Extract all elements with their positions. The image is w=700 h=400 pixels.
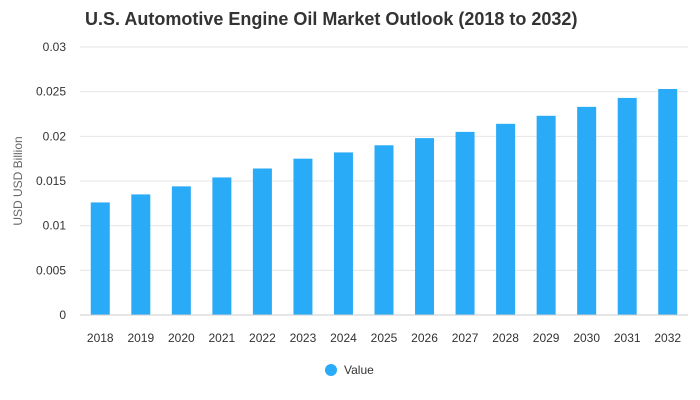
bar-2029[interactable] xyxy=(536,115,556,315)
x-tick-label: 2031 xyxy=(614,331,641,345)
x-tick-label: 2022 xyxy=(249,331,276,345)
x-axis-ticks: 2018 2019 2020 2021 2022 2023 2024 2025 2026 2027… xyxy=(87,331,681,345)
x-tick-label: 2025 xyxy=(371,331,398,345)
bar-2021[interactable] xyxy=(212,177,232,315)
y-tick-label: 0 xyxy=(59,308,66,322)
x-tick-label: 2029 xyxy=(533,331,560,345)
x-tick-label: 2032 xyxy=(654,331,681,345)
x-tick-label: 2021 xyxy=(209,331,236,345)
bar-2020[interactable] xyxy=(171,186,191,315)
x-tick-label: 2018 xyxy=(87,331,114,345)
y-tick-label: 0.01 xyxy=(43,219,67,233)
bar-2025[interactable] xyxy=(374,145,394,315)
bar-2024[interactable] xyxy=(333,152,353,315)
x-tick-label: 2024 xyxy=(330,331,357,345)
legend-marker-value xyxy=(325,364,337,376)
bar-2026[interactable] xyxy=(415,138,435,315)
y-axis-ticks: 0 0.005 0.01 0.015 0.02 0.025 0.03 xyxy=(36,40,66,322)
x-tick-label: 2028 xyxy=(492,331,519,345)
bar-2027[interactable] xyxy=(455,131,475,315)
y-tick-label: 0.015 xyxy=(36,174,66,188)
y-tick-label: 0.02 xyxy=(43,129,67,143)
bar-2018[interactable] xyxy=(90,202,110,315)
bar-2030[interactable] xyxy=(577,106,597,315)
y-axis-label: USD USD Billion xyxy=(11,136,25,225)
x-tick-label: 2030 xyxy=(573,331,600,345)
bar-2022[interactable] xyxy=(252,168,272,315)
y-tick-label: 0.005 xyxy=(36,263,66,277)
x-tick-label: 2027 xyxy=(452,331,479,345)
y-tick-label: 0.025 xyxy=(36,85,66,99)
legend-label-value: Value xyxy=(344,363,374,377)
bar-2031[interactable] xyxy=(617,97,637,315)
y-tick-label: 0.03 xyxy=(43,40,67,54)
x-tick-label: 2023 xyxy=(290,331,317,345)
bar-2032[interactable] xyxy=(658,88,678,315)
bar-2028[interactable] xyxy=(496,123,516,316)
x-tick-label: 2019 xyxy=(127,331,154,345)
bars xyxy=(90,88,678,316)
x-tick-label: 2020 xyxy=(168,331,195,345)
x-tick-label: 2026 xyxy=(411,331,438,345)
bar-2023[interactable] xyxy=(293,158,313,315)
legend[interactable]: Value xyxy=(325,363,374,377)
bar-2019[interactable] xyxy=(131,194,151,315)
chart-title: U.S. Automotive Engine Oil Market Outloo… xyxy=(85,9,578,29)
